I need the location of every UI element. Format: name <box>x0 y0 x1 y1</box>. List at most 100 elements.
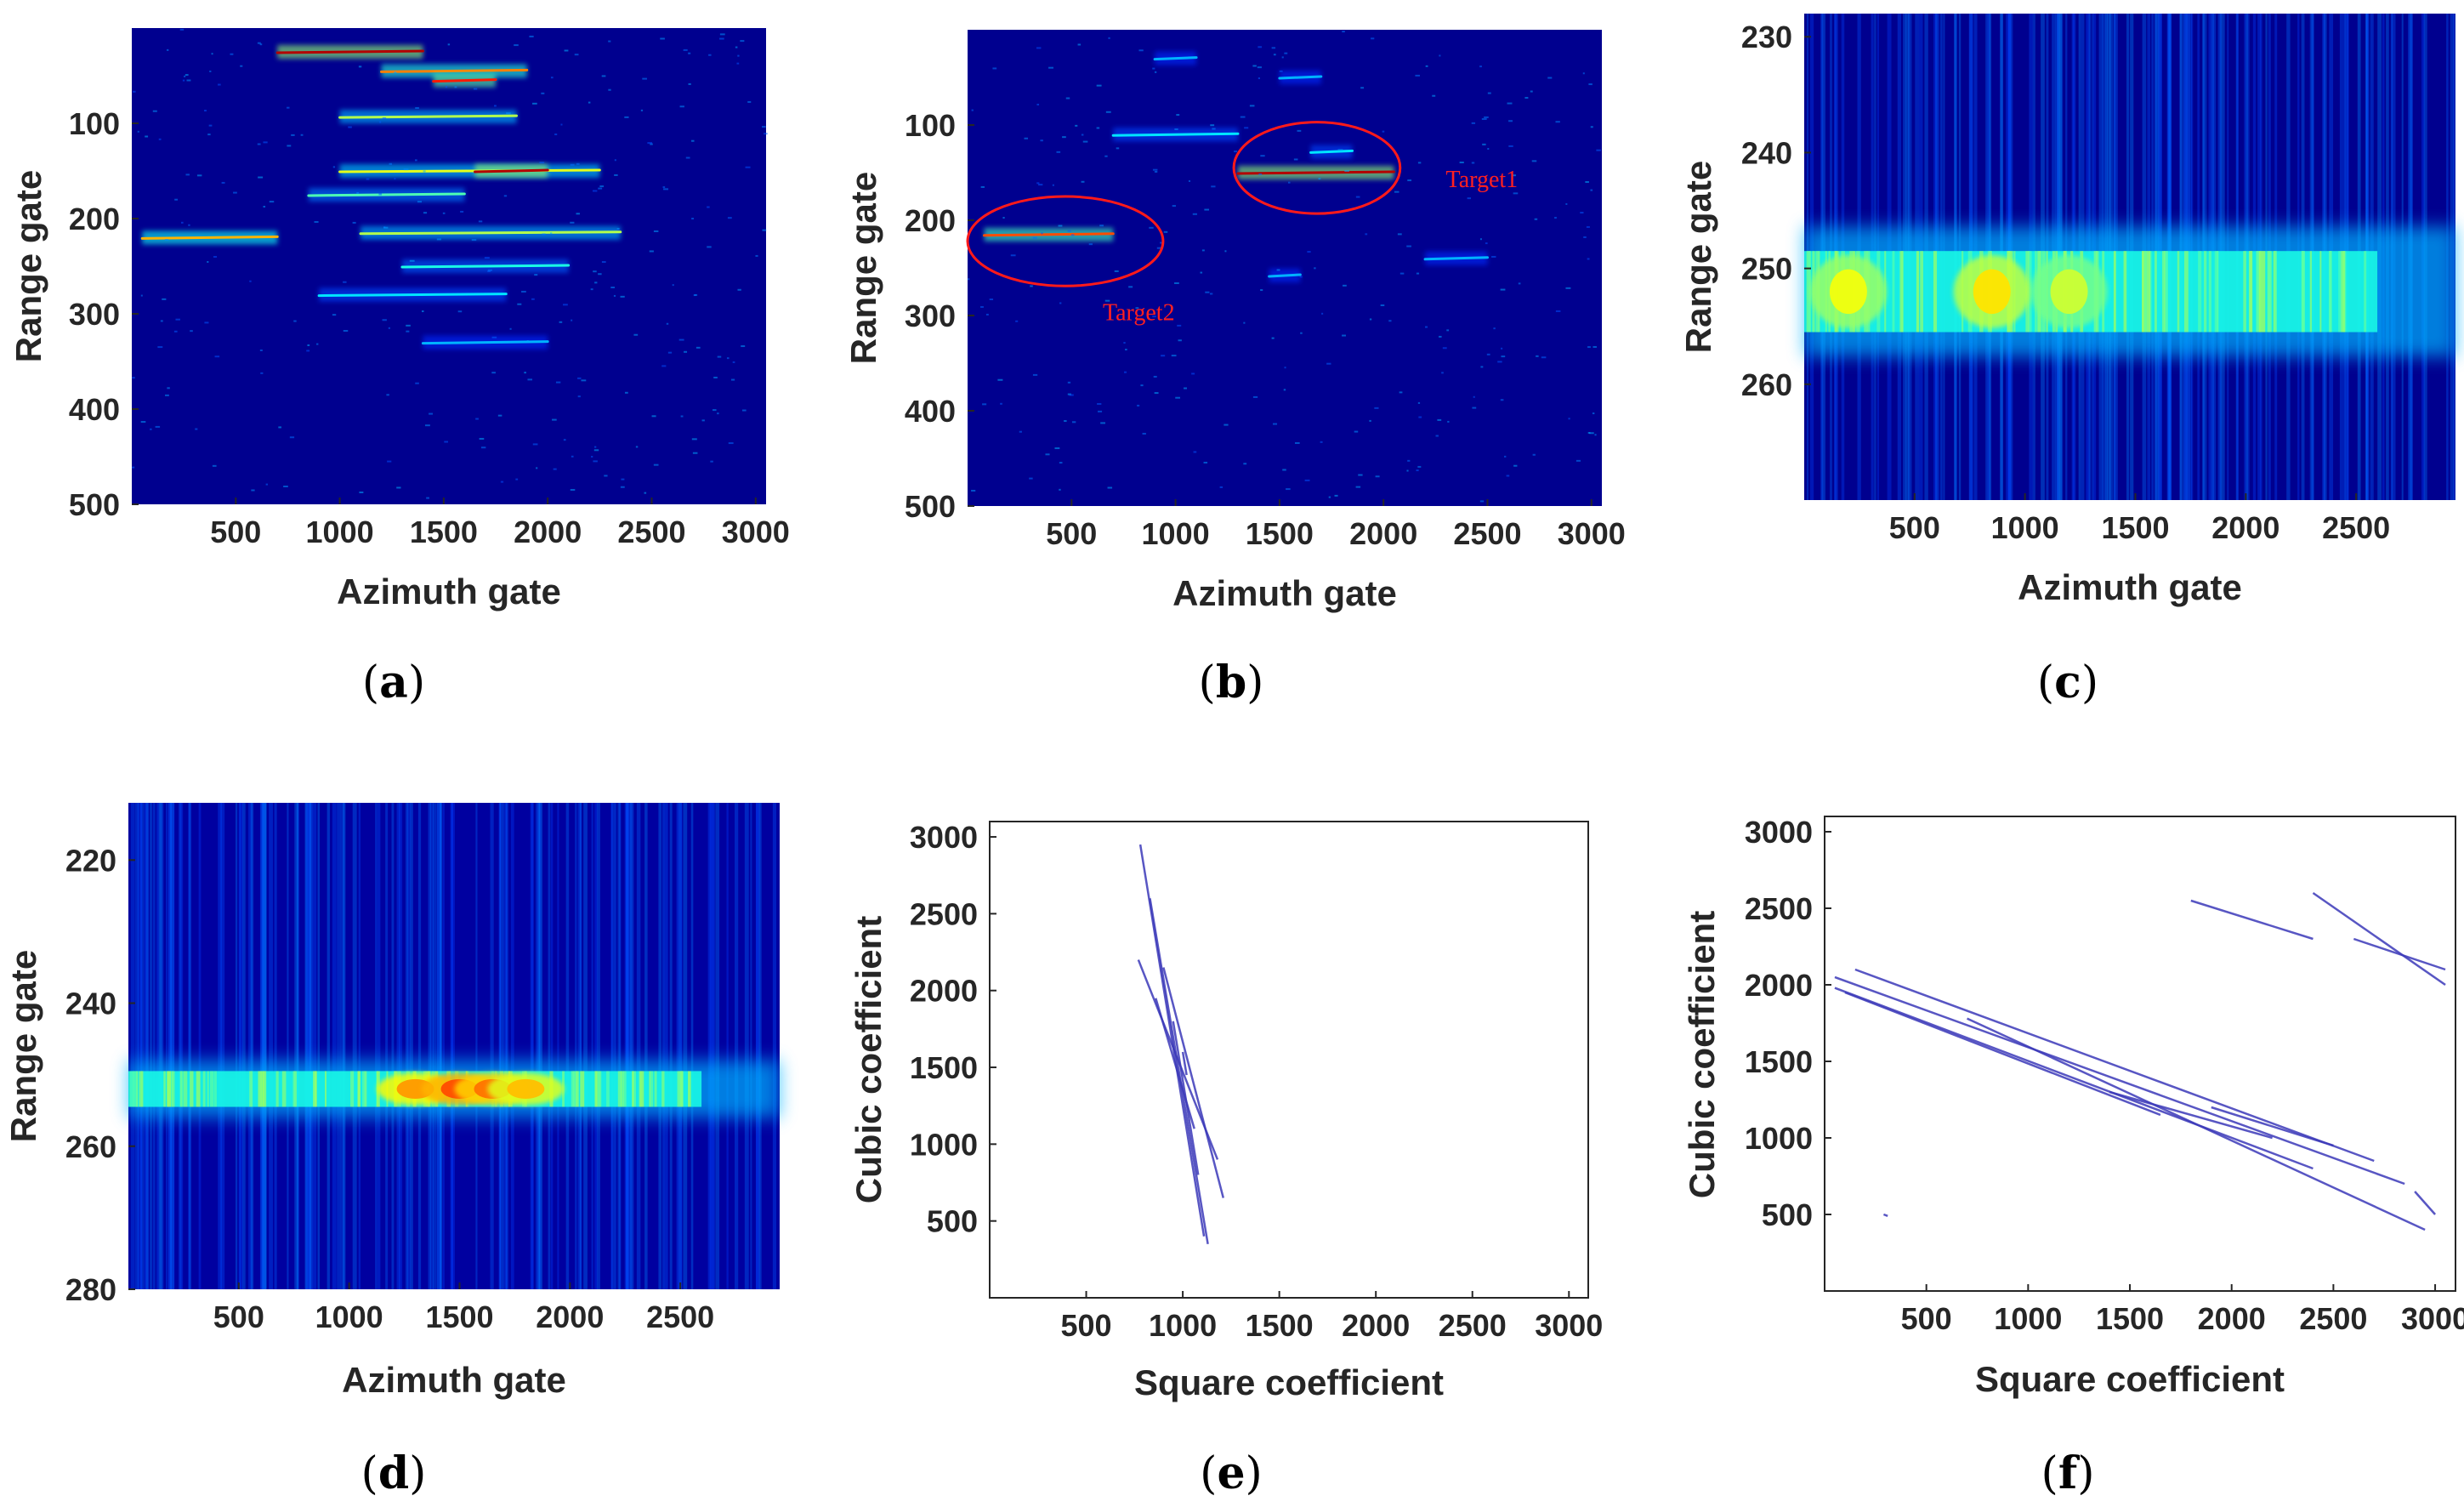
panel-a-speckle <box>695 346 701 349</box>
panel-e-ylabel: Cubic coefficient <box>849 916 889 1203</box>
panel-d-band-stripe <box>133 1071 135 1107</box>
panel-a-speckle <box>287 145 292 147</box>
panel-d-texture <box>317 803 320 1289</box>
panel-b-speckle <box>1589 432 1594 435</box>
panel-b-speckle <box>1193 451 1197 453</box>
panel-a-speckle <box>592 190 598 192</box>
panel-b-speckle <box>1446 329 1450 332</box>
panel-d: 500 1000 1500 2000 2500 220 240 260 280 Azimuth … <box>3 803 780 1499</box>
panel-a-speckle <box>423 170 426 173</box>
panel-d-texture <box>179 803 182 1289</box>
panel-f-line-6 <box>2211 1106 2334 1147</box>
panel-b-speckle <box>1513 464 1518 467</box>
panel-b-speckle <box>1107 486 1113 489</box>
panel-b-speckle <box>1425 65 1428 67</box>
panel-a-speckle <box>653 230 659 232</box>
panel-a-speckle <box>426 497 429 499</box>
panel-a-speckle <box>661 365 667 367</box>
panel-a-speckle <box>653 463 659 466</box>
panel-d-band-stripe <box>654 1071 657 1107</box>
panel-b-streak-1 <box>983 232 1115 237</box>
panel-d-texture <box>442 803 445 1289</box>
panel-a-speckle <box>593 460 598 463</box>
panel-a-speckle <box>735 46 738 48</box>
panel-b-speckle <box>1459 162 1464 164</box>
panel-d-texture <box>683 803 688 1289</box>
panel-d-texture <box>614 803 617 1289</box>
panel-c-band-stripe <box>2198 251 2202 333</box>
panel-b-speckle <box>1096 127 1100 129</box>
panel-a-speckle <box>688 82 691 85</box>
panel-a-speckle <box>140 421 146 424</box>
panel-b-speckle <box>989 299 994 301</box>
panel-f-line-9 <box>2353 937 2446 971</box>
panel-a-speckle <box>251 489 255 492</box>
panel-b-streaks <box>968 31 1601 503</box>
panel-b-speckle <box>1175 396 1181 399</box>
panel-b-speckle <box>1036 47 1042 49</box>
panel-d-texture <box>510 803 514 1289</box>
panel-b-speckle <box>980 185 985 188</box>
panel-d-texture <box>294 803 298 1289</box>
panel-a-speckle <box>593 449 599 452</box>
panel-b-speckle <box>1342 31 1345 33</box>
panel-b-speckle <box>1099 225 1104 227</box>
panel-d-texture <box>309 803 312 1289</box>
panel-d-texture <box>617 803 621 1289</box>
panel-b-streak-6 <box>1423 256 1489 261</box>
panel-d-texture <box>530 803 534 1289</box>
panel-b-speckle <box>1500 288 1506 291</box>
panel-a-speckle <box>620 295 625 298</box>
panel-b-streak-0 <box>1236 170 1395 175</box>
panel-b-speckle <box>1501 355 1506 358</box>
panel-a-speckle <box>179 28 185 31</box>
panel-b-speckle <box>1479 238 1482 241</box>
panel-a-speckle <box>620 486 625 488</box>
panel-a-speckle <box>173 330 178 333</box>
panel-a-ytick-label-3: 400 <box>69 392 120 427</box>
panel-a-speckle <box>747 100 752 103</box>
panel-a-speckle <box>454 86 457 88</box>
panel-c-band-stripe <box>1808 251 1812 333</box>
panel-e-ytick-label-3: 2000 <box>910 974 978 1009</box>
panel-c-band-stripe <box>2364 251 2367 333</box>
panel-d-texture <box>304 803 309 1289</box>
panel-c-band-stripe <box>2166 251 2168 333</box>
panel-a-caption: (a) <box>362 657 425 708</box>
panel-a-speckle <box>500 481 504 483</box>
panel-d-texture <box>579 803 582 1289</box>
panel-a-speckle <box>382 319 387 321</box>
panel-a-xtick-label-4: 2500 <box>617 515 685 549</box>
panel-a-speckle <box>283 486 288 488</box>
panel-b-speckle <box>1504 455 1507 458</box>
panel-d-texture <box>140 803 145 1289</box>
panel-a-speckle <box>484 257 490 259</box>
panel-a-speckle <box>719 37 724 40</box>
panel-b-speckle <box>1081 134 1084 136</box>
panel-a-speckle <box>509 327 512 330</box>
panel-f-ytick-label-3: 2000 <box>1745 968 1813 1003</box>
panel-d-band-stripe <box>622 1071 627 1107</box>
panel-d-band <box>128 803 780 1289</box>
panel-b-speckle <box>1555 121 1560 123</box>
panel-b-xtick-label-0: 500 <box>1046 516 1097 551</box>
panel-e-plot-area <box>989 821 1589 1299</box>
panel-d-band-stripe <box>196 1071 201 1107</box>
panel-d-texture <box>499 803 504 1289</box>
panel-d-band-stripe <box>262 1071 267 1107</box>
panel-b-speckle <box>1252 65 1257 67</box>
panel-d-texture <box>636 803 641 1289</box>
panel-b: Target1 Target2 500 1000 1500 2000 2500 3000 1… <box>843 30 1626 708</box>
panel-f-ylabel: Cubic coefficient <box>1682 911 1722 1198</box>
panel-f-line-2 <box>1854 968 2375 1163</box>
panel-e-xtick-label-4: 2500 <box>1439 1308 1507 1343</box>
panel-a-speckle <box>614 173 618 176</box>
panel-a-xlabel: Azimuth gate <box>337 572 561 611</box>
panel-d-band-stripe <box>172 1071 175 1107</box>
panel-b-speckle <box>1541 356 1547 359</box>
panel-b-speckle <box>1513 192 1519 195</box>
panel-d-hotspot-core-3 <box>507 1078 545 1100</box>
panel-b-speckle <box>1056 151 1061 153</box>
panel-d-band-stripe <box>606 1071 610 1107</box>
panel-b-speckle <box>1210 124 1215 127</box>
